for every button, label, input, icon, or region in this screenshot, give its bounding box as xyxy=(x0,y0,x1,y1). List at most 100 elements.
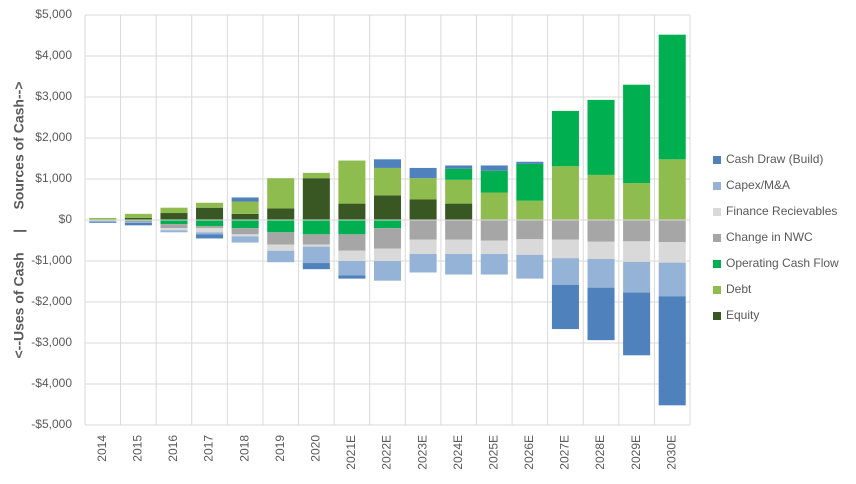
bar-segment xyxy=(623,183,651,220)
bar-segment xyxy=(196,202,224,208)
bar-segment xyxy=(124,222,152,226)
bar-segment xyxy=(658,159,686,220)
bar-segment xyxy=(302,178,330,220)
y-tick-label: $1,000 xyxy=(35,171,72,185)
bar-segment xyxy=(124,220,152,223)
bar-segment xyxy=(231,236,259,243)
x-tick-label: 2017 xyxy=(202,435,216,462)
bar-segment xyxy=(409,178,437,200)
bar-segment xyxy=(587,220,615,242)
bar-segment xyxy=(231,197,259,202)
bar-segment xyxy=(480,192,508,220)
bar-segment xyxy=(658,220,686,243)
bar-segment xyxy=(373,167,402,196)
bar-segment xyxy=(480,165,508,171)
bar-segment xyxy=(302,220,330,235)
x-tick-label: 2030E xyxy=(664,435,678,470)
bar-segment xyxy=(124,213,152,218)
bar-segment xyxy=(231,234,259,237)
bar-segment xyxy=(267,208,295,220)
bar-segment xyxy=(516,220,544,240)
bar-segment xyxy=(480,254,508,275)
bar-segment xyxy=(445,179,473,204)
bar-segment xyxy=(516,200,544,220)
bar-segment xyxy=(587,287,615,341)
bar-segment xyxy=(623,261,651,293)
bar-segment xyxy=(373,228,402,249)
legend-label: Finance Recievables xyxy=(726,204,837,218)
y-tick-label: $2,000 xyxy=(35,130,72,144)
bar-segment xyxy=(516,161,544,164)
bar-segment xyxy=(373,248,402,261)
bar-segment xyxy=(302,244,330,247)
legend-swatch xyxy=(713,208,721,216)
x-tick-label: 2027E xyxy=(558,435,572,470)
x-tick-label: 2016 xyxy=(166,435,180,462)
bar-segment xyxy=(267,250,295,263)
bar-segment xyxy=(480,240,508,255)
bar-segment xyxy=(658,34,686,160)
bar-segment xyxy=(551,239,579,259)
x-tick-label: 2025E xyxy=(486,435,500,470)
bar-segment xyxy=(587,174,615,220)
bar-segment xyxy=(409,254,437,273)
bar-segment xyxy=(409,220,437,240)
legend-label: Capex/M&A xyxy=(726,178,790,192)
bar-segment xyxy=(302,263,330,270)
legend-label: Debt xyxy=(726,282,752,296)
bar-segment xyxy=(516,254,544,279)
bar-segment xyxy=(587,241,615,259)
legend-swatch xyxy=(713,260,721,268)
bar-segment xyxy=(231,213,259,220)
bar-segment xyxy=(623,84,651,184)
bar-segment xyxy=(338,261,366,276)
bar-segment xyxy=(409,167,437,179)
bar-segment xyxy=(373,195,402,220)
y-tick-label: -$3,000 xyxy=(31,335,72,349)
bar-segment xyxy=(231,220,259,229)
x-tick-label: 2028E xyxy=(593,435,607,470)
bar-segment xyxy=(658,296,686,406)
bar-segment xyxy=(89,217,117,220)
bar-segment xyxy=(160,213,188,220)
y-tick-label: -$1,000 xyxy=(31,253,72,267)
bar-segment xyxy=(373,261,402,281)
bar-segment xyxy=(445,165,473,169)
x-tick-label: 2024E xyxy=(451,435,465,470)
bar-segment xyxy=(516,239,544,255)
bar-segment xyxy=(231,201,259,214)
x-tick-label: 2021E xyxy=(344,435,358,470)
bar-segment xyxy=(124,217,152,220)
bar-segment xyxy=(373,220,402,229)
bar-segment xyxy=(267,232,295,245)
legend-swatch xyxy=(713,182,721,190)
x-tick-label: 2022E xyxy=(380,435,394,470)
bar-segment xyxy=(160,207,188,214)
bar-segment xyxy=(445,220,473,240)
x-tick-label: 2015 xyxy=(131,435,145,462)
bar-segment xyxy=(658,242,686,263)
bar-segment xyxy=(373,159,402,168)
bar-segment xyxy=(551,166,579,220)
bar-segment xyxy=(445,203,473,220)
legend-label: Equity xyxy=(726,308,759,322)
bar-segment xyxy=(196,226,224,229)
bar-segment xyxy=(89,220,117,223)
y-tick-label: -$5,000 xyxy=(31,417,72,431)
bar-segment xyxy=(302,246,330,264)
bar-segment xyxy=(551,110,579,167)
bar-segment xyxy=(124,222,152,223)
y-tick-label: $3,000 xyxy=(35,89,72,103)
bar-segment xyxy=(338,234,366,251)
y-tick-label: $5,000 xyxy=(35,7,72,21)
x-tick-label: 2029E xyxy=(629,435,643,470)
bar-segment xyxy=(551,284,579,330)
x-tick-label: 2019 xyxy=(273,435,287,462)
y-tick-label: -$4,000 xyxy=(31,376,72,390)
bar-segment xyxy=(516,163,544,201)
y-tick-label: $4,000 xyxy=(35,48,72,62)
bar-segment xyxy=(338,220,366,235)
legend-label: Change in NWC xyxy=(726,230,813,244)
bar-segment xyxy=(196,234,224,239)
